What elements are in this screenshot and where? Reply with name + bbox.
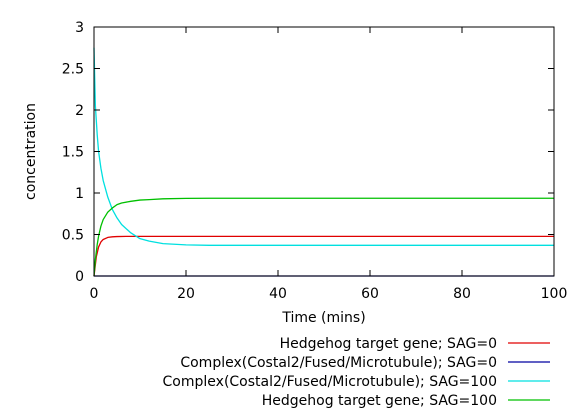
y-axis-label: concentration [23,103,39,200]
y-tick-label: 1.5 [62,145,84,161]
x-tick-label: 20 [177,286,195,302]
x-axis-label: Time (mins) [281,310,365,326]
legend-label: Hedgehog target gene; SAG=0 [280,336,497,352]
y-tick-label: 0 [75,269,84,285]
ticks-layer: 0 20 40 60 80 100 0 0.5 1 1.5 2 2.5 3 [62,20,568,302]
legend-label: Complex(Costal2/Fused/Microtubule); SAG=… [163,374,497,390]
x-tick-label: 100 [541,286,568,302]
y-tick-label: 1 [75,186,84,202]
legend-label: Hedgehog target gene; SAG=100 [262,393,497,409]
y-tick-label: 2 [75,103,84,119]
y-tick-label: 2.5 [62,62,84,78]
x-tick-label: 80 [453,286,471,302]
y-tick-label: 0.5 [62,228,84,244]
x-tick-label: 60 [361,286,379,302]
legend-label: Complex(Costal2/Fused/Microtubule); SAG=… [180,355,497,371]
series-line-4 [93,197,554,277]
x-tick-label: 40 [269,286,287,302]
y-tick-label: 3 [75,20,84,36]
series-line-1 [93,235,554,277]
series-line-3 [93,47,554,246]
legend: Hedgehog target gene; SAG=0 Complex(Costa… [163,336,550,409]
x-tick-label: 0 [90,286,99,302]
